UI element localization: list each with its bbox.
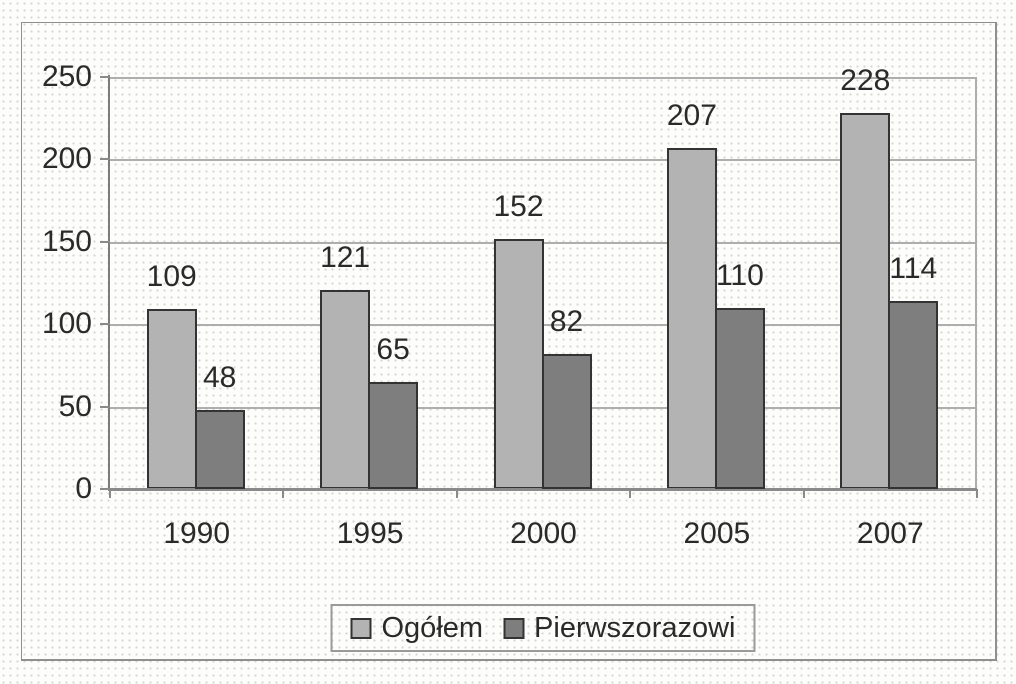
x-tick bbox=[455, 489, 458, 498]
bar-value-label: 110 bbox=[715, 258, 764, 292]
bar-Ogółem-2000 bbox=[493, 238, 544, 489]
x-category-label: 2007 bbox=[856, 517, 924, 550]
gridline-100 bbox=[110, 324, 977, 327]
x-tick bbox=[109, 489, 111, 498]
bar-Ogółem-2005 bbox=[666, 147, 717, 489]
bar-value-label: 121 bbox=[320, 240, 371, 274]
legend-swatch-icon bbox=[503, 617, 525, 639]
gridline-200 bbox=[110, 159, 977, 162]
bar-value-label: 65 bbox=[376, 332, 410, 366]
legend: Ogółem Pierwszorazowi bbox=[330, 604, 756, 652]
bar-Ogółem-1990 bbox=[146, 309, 197, 489]
y-tick-label: 0 bbox=[75, 472, 92, 505]
y-tick-label: 150 bbox=[41, 224, 92, 258]
legend-label: Pierwszorazowi bbox=[534, 612, 736, 644]
legend-label: Ogółem bbox=[381, 612, 484, 644]
bar-value-label: 109 bbox=[146, 260, 197, 294]
x-tick bbox=[802, 489, 805, 498]
x-category-label: 1995 bbox=[336, 517, 404, 550]
x-axis-line bbox=[108, 488, 977, 491]
plot-area bbox=[110, 77, 977, 489]
y-tick bbox=[100, 240, 110, 243]
y-axis-line bbox=[108, 75, 110, 491]
chart-frame bbox=[21, 22, 997, 661]
y-tick bbox=[100, 488, 110, 490]
x-tick bbox=[976, 489, 978, 498]
x-category-label: 2005 bbox=[683, 517, 751, 550]
y-tick-label: 50 bbox=[58, 389, 92, 423]
y-tick bbox=[100, 405, 110, 408]
legend-swatch-icon bbox=[350, 617, 372, 639]
bar-Pierwszorazowi-2005 bbox=[714, 307, 765, 489]
bar-Pierwszorazowi-1990 bbox=[194, 409, 245, 489]
bar-Ogółem-1995 bbox=[320, 289, 371, 489]
x-tick bbox=[629, 489, 632, 498]
y-tick bbox=[100, 76, 110, 78]
y-tick bbox=[100, 323, 110, 326]
bar-value-label: 114 bbox=[889, 252, 938, 286]
bar-value-label: 152 bbox=[493, 189, 544, 223]
bar-value-label: 207 bbox=[666, 98, 717, 132]
bar-Pierwszorazowi-2000 bbox=[541, 353, 592, 489]
x-category-label: 1990 bbox=[163, 517, 231, 550]
bar-Pierwszorazowi-1995 bbox=[368, 381, 419, 489]
bar-value-label: 82 bbox=[549, 304, 584, 338]
gridline-150 bbox=[110, 241, 977, 244]
legend-item-Ogółem: Ogółem bbox=[350, 612, 484, 644]
bar-Ogółem-2007 bbox=[840, 113, 891, 489]
bar-Pierwszorazowi-2007 bbox=[888, 301, 939, 489]
bar-value-label: 228 bbox=[840, 64, 891, 98]
y-tick-label: 100 bbox=[41, 307, 92, 341]
y-tick bbox=[100, 158, 110, 161]
y-tick-label: 200 bbox=[41, 142, 92, 176]
y-tick-label: 250 bbox=[41, 60, 92, 93]
legend-item-Pierwszorazowi: Pierwszorazowi bbox=[503, 612, 736, 644]
gridline-250 bbox=[110, 77, 977, 79]
x-category-label: 2000 bbox=[510, 517, 577, 550]
plot-right-border bbox=[975, 77, 977, 489]
x-tick bbox=[282, 489, 285, 498]
bar-value-label: 48 bbox=[203, 360, 237, 394]
